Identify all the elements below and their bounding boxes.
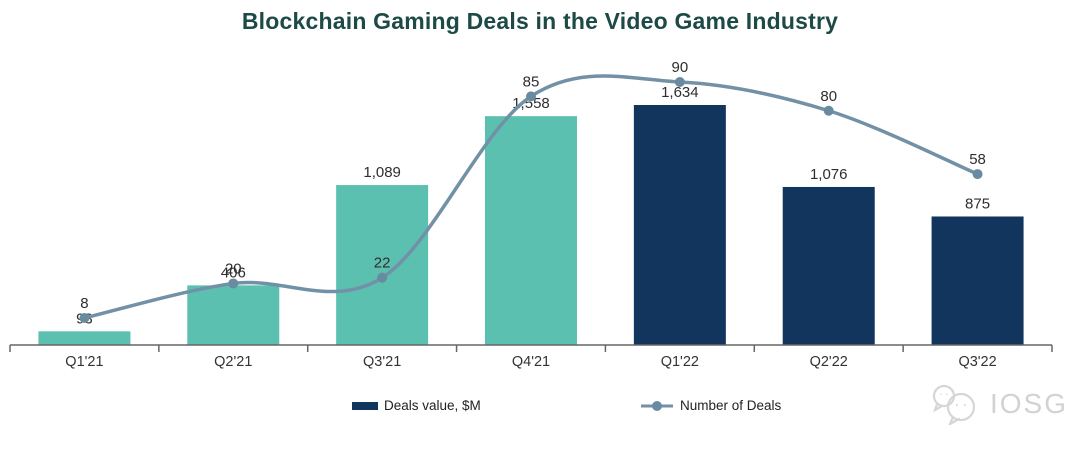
line-label-q4-21: 85 xyxy=(523,73,540,90)
iosg-logo-icon xyxy=(932,384,976,425)
line-swatch-icon xyxy=(641,400,673,411)
line-marker-q1-22 xyxy=(674,76,685,87)
legend-label-deals-value: Deals value, $M xyxy=(384,398,481,413)
line-label-q3-22: 58 xyxy=(969,151,986,168)
bar-q3-21 xyxy=(336,185,429,345)
bar-q4-21 xyxy=(485,116,577,346)
bar-label-q4-21: 1,558 xyxy=(512,95,550,112)
iosg-watermark: IOSG xyxy=(928,383,1068,425)
chart-title: Blockchain Gaming Deals in the Video Gam… xyxy=(241,8,839,34)
x-label-q1-21: Q1'21 xyxy=(65,354,103,370)
x-label-q3-22: Q3'22 xyxy=(958,354,996,370)
line-label-q1-21: 8 xyxy=(80,295,88,312)
iosg-watermark-text: IOSG xyxy=(990,388,1069,419)
legend-item-deals-value: Deals value, $M xyxy=(352,398,481,413)
legend: Deals value, $M Number of Deals xyxy=(0,398,1080,420)
bar-label-q2-21: 406 xyxy=(221,264,246,281)
bar-label-q1-22: 1,634 xyxy=(661,84,699,101)
line-marker-q1-21 xyxy=(79,312,90,323)
bar-label-q3-22: 875 xyxy=(965,195,990,212)
line-label-q3-21: 22 xyxy=(374,255,391,272)
bar-q1-22 xyxy=(633,105,726,345)
line-label-q1-22: 90 xyxy=(672,59,689,76)
bar-q3-22 xyxy=(931,216,1024,345)
x-label-q2-21: Q2'21 xyxy=(214,354,252,370)
legend-label-number-of-deals: Number of Deals xyxy=(680,398,782,413)
legend-item-number-of-deals: Number of Deals xyxy=(640,398,781,413)
line-marker-q3-21 xyxy=(377,272,388,283)
bar-q2-21 xyxy=(187,285,280,345)
bar-q1-21 xyxy=(38,331,131,345)
line-marker-q3-22 xyxy=(972,169,983,180)
bar-label-q3-21: 1,089 xyxy=(363,164,401,181)
x-label-q1-22: Q1'22 xyxy=(661,354,699,370)
x-label-q3-21: Q3'21 xyxy=(363,354,401,370)
x-label-q4-21: Q4'21 xyxy=(512,354,550,370)
bar-q2-22 xyxy=(782,186,875,345)
bar-label-q2-22: 1,076 xyxy=(810,166,848,183)
line-label-q2-21: 20 xyxy=(225,260,242,277)
bar-swatch-icon xyxy=(352,401,378,410)
line-label-q2-22: 80 xyxy=(820,88,837,105)
line-marker-q2-21 xyxy=(228,278,239,289)
line-marker-q4-21 xyxy=(526,91,536,102)
line-marker-q2-22 xyxy=(823,105,834,116)
x-label-q2-22: Q2'22 xyxy=(810,354,848,370)
